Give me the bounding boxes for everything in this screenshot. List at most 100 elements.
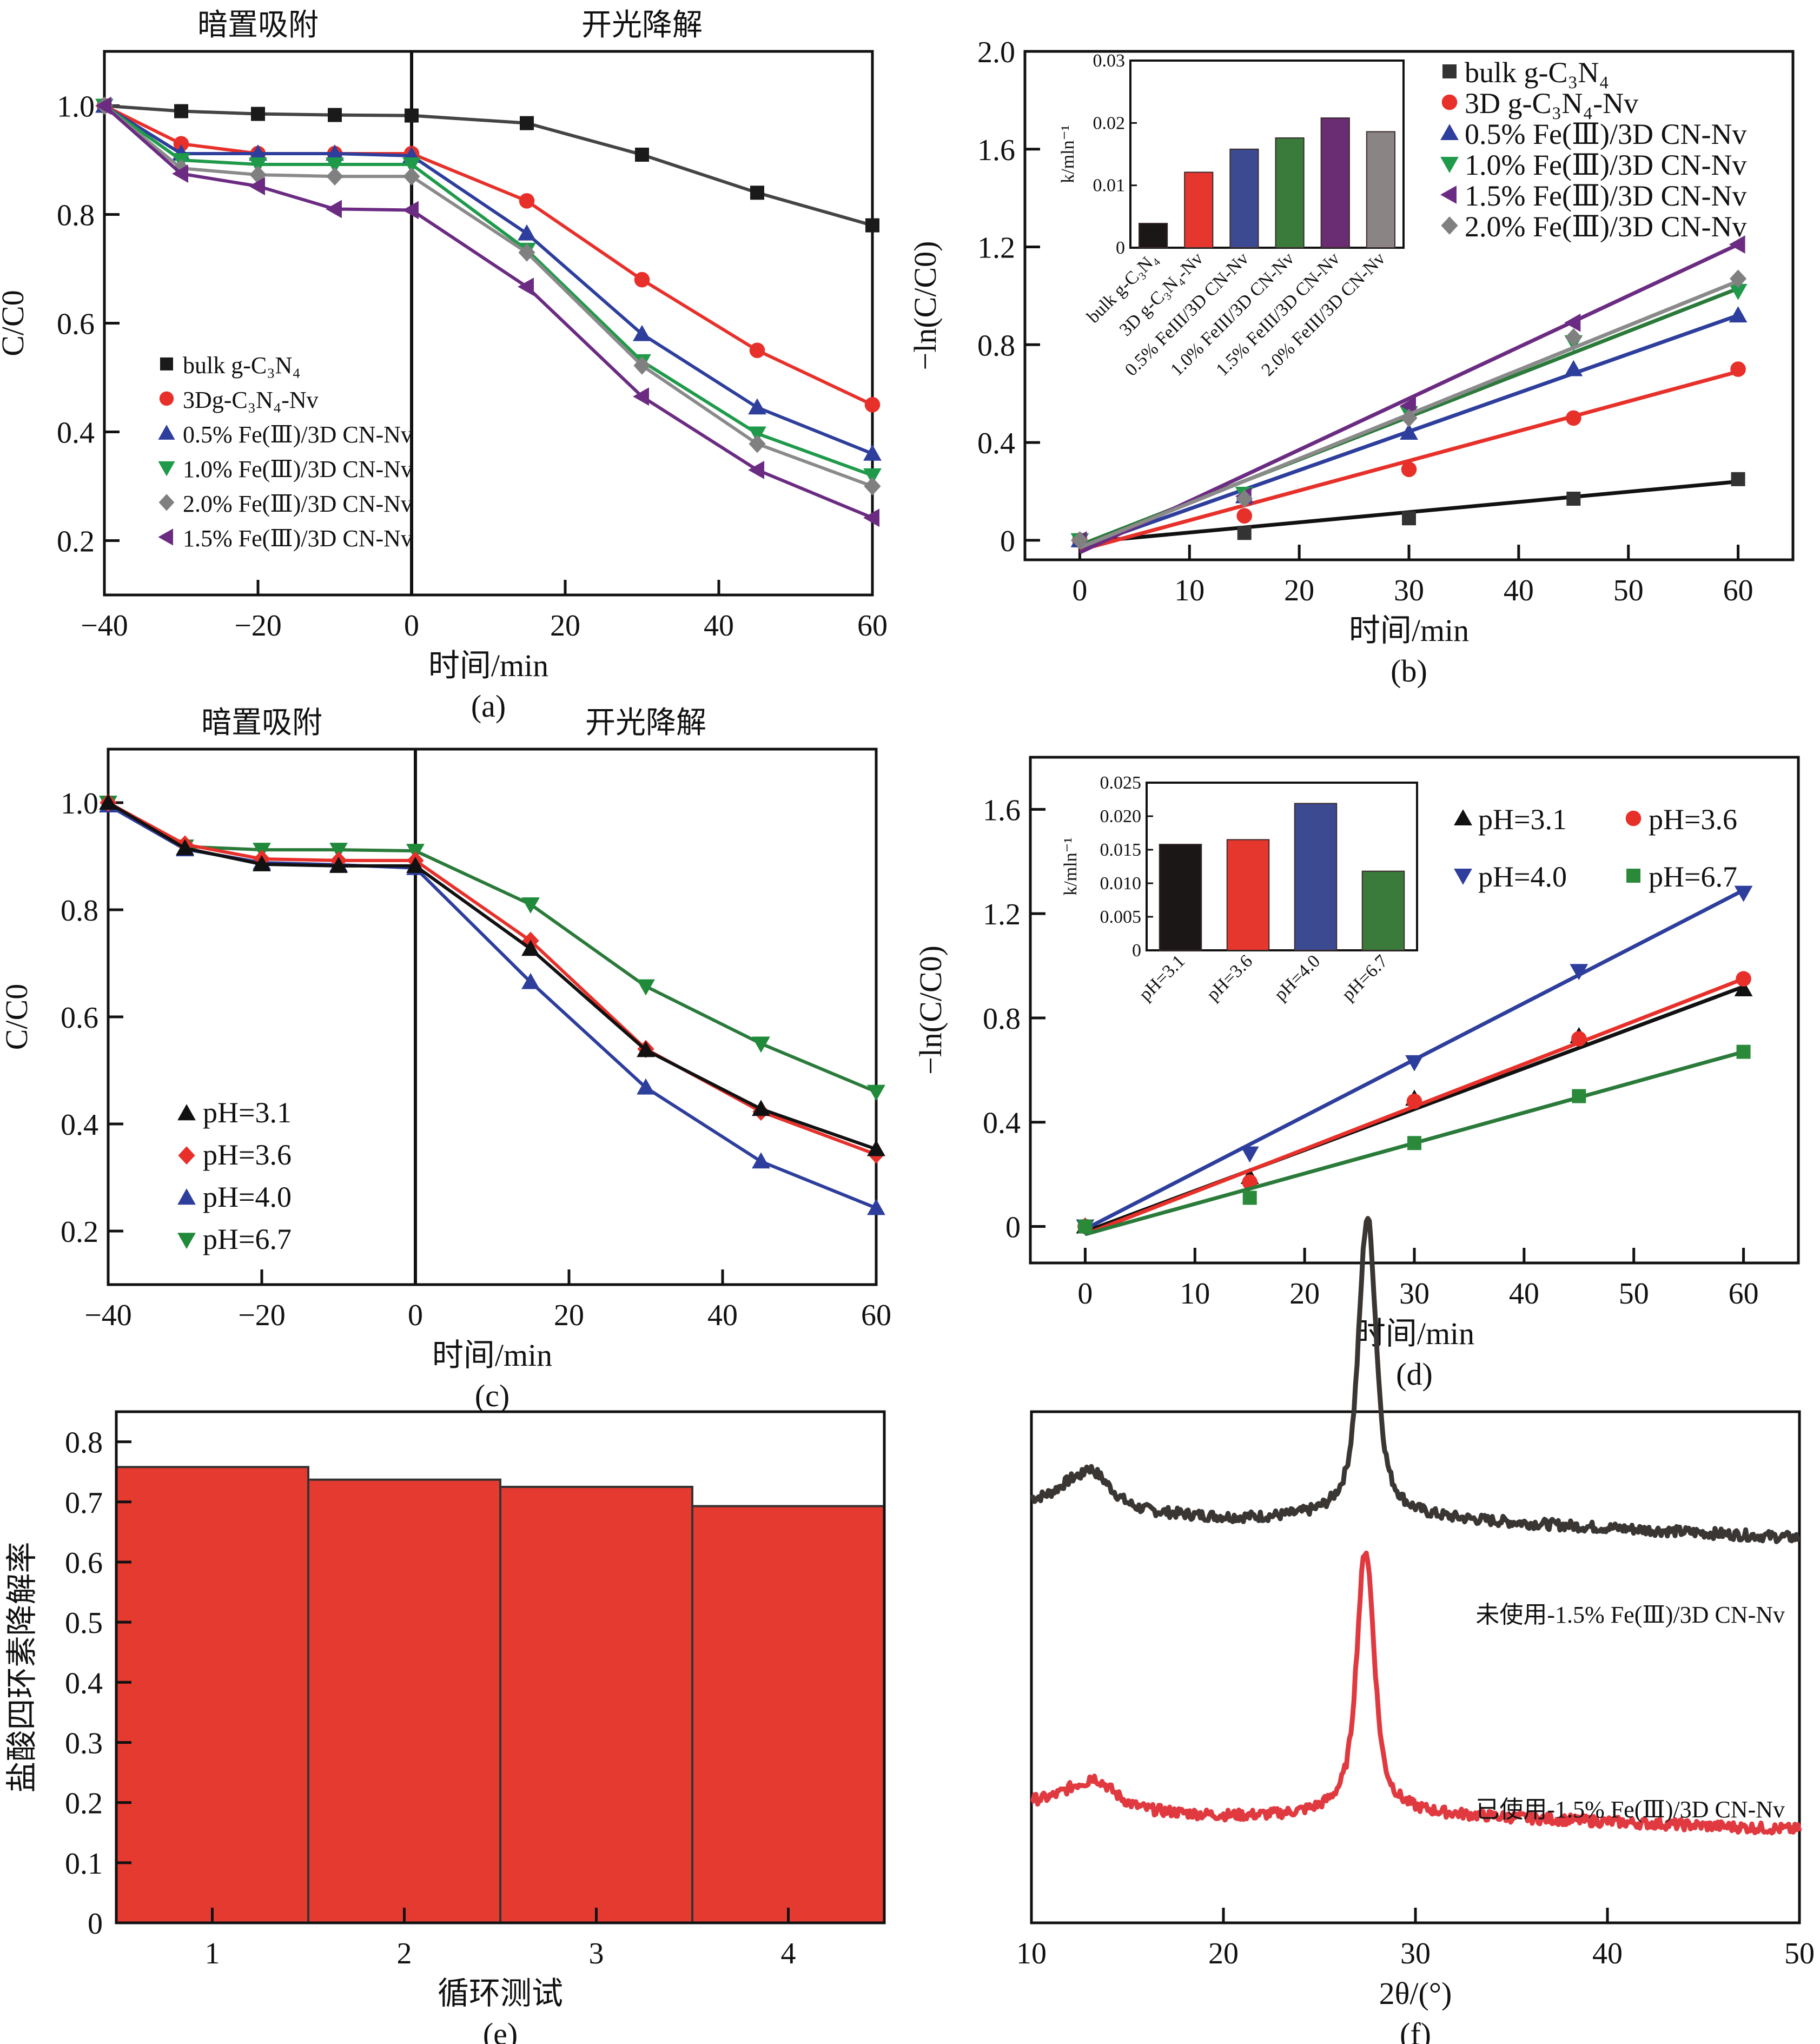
- series-ph-3-6: [1077, 971, 1751, 1236]
- legend-marker: [1442, 64, 1457, 78]
- trace-label: 已使用-1.5% Fe(Ⅲ)/3D CN-Nv: [1475, 1796, 1785, 1823]
- data-point: [1736, 1044, 1751, 1059]
- x-tick-label: 60: [861, 1299, 891, 1332]
- x-axis-label: 时间/min: [1354, 1316, 1474, 1351]
- data-point: [173, 136, 189, 152]
- data-point: [326, 157, 344, 174]
- y-axis-label: 盐酸四环素降解率: [4, 1542, 39, 1792]
- x-tick-label: 0: [1077, 1277, 1093, 1311]
- data-point: [1405, 1055, 1424, 1071]
- x-tick-label: 20: [550, 609, 580, 643]
- legend-label: pH=3.1: [203, 1096, 292, 1129]
- y-tick-label: 0.8: [61, 894, 98, 928]
- x-tick-label: 40: [707, 1299, 738, 1332]
- legend-label: pH=4.0: [203, 1181, 292, 1213]
- xrd-line: [1030, 1216, 1801, 1544]
- x-tick-label: 40: [1504, 574, 1534, 607]
- series-1-5-fe-iii-3d-cn-nv: [95, 96, 879, 527]
- inset-bar: [1275, 137, 1305, 248]
- legend-label: pH=6.7: [203, 1223, 292, 1255]
- inset-y-tick-label: 0.03: [1093, 51, 1126, 71]
- y-axis-label: C/C0: [0, 984, 34, 1050]
- data-point: [752, 1036, 770, 1053]
- legend-marker: [1454, 809, 1472, 825]
- data-point: [863, 444, 882, 461]
- data-point: [867, 1084, 885, 1101]
- x-tick-label: 50: [1619, 1277, 1649, 1311]
- panel-label: (e): [483, 2016, 518, 2044]
- phase-label-dark-adsorption: 暗置吸附: [201, 706, 322, 740]
- x-tick-label: 0: [408, 1299, 423, 1332]
- data-point: [1401, 461, 1417, 478]
- series-2-0-fe-iii-3d-cn-nv: [96, 96, 881, 495]
- x-axis-label: 时间/min: [432, 1338, 552, 1373]
- y-tick-label: 1.2: [977, 231, 1015, 265]
- data-point: [1729, 306, 1748, 323]
- legend: pH=3.1 pH=3.6 pH=4.0 pH=6.7: [177, 1096, 292, 1255]
- series-ph-6-7: [1078, 1044, 1751, 1236]
- x-tick-label: 30: [1399, 1277, 1429, 1311]
- data-point: [1564, 313, 1581, 332]
- panel-b: 0 10 20 30 40 50 60 0 0.4 0.8 1.2 1.6 2.0 时间/min (b) −l…: [908, 36, 1795, 689]
- data-point: [329, 843, 348, 859]
- inset-bar: [1226, 839, 1270, 951]
- data-point: [748, 460, 764, 479]
- series-ph-3-1: [99, 793, 885, 1156]
- panel-label: (c): [475, 1378, 509, 1413]
- data-point: [633, 356, 651, 375]
- data-point: [99, 793, 117, 810]
- data-point: [637, 979, 655, 996]
- legend-marker: [160, 357, 173, 371]
- data-point: [249, 157, 267, 174]
- data-point: [519, 193, 535, 209]
- data-point: [748, 398, 766, 415]
- inset-y-tick-label: 0.005: [1100, 907, 1142, 927]
- data-point: [253, 855, 271, 871]
- series-line: [103, 104, 873, 477]
- inset-y-axis-label: k/mln⁻¹: [1058, 125, 1078, 183]
- data-point: [1402, 511, 1416, 526]
- data-point: [1242, 1190, 1257, 1205]
- legend-label: pH=3.6: [1649, 803, 1737, 836]
- y-tick-label: 1.0: [61, 787, 98, 821]
- data-point: [867, 1199, 885, 1215]
- data-point: [521, 897, 540, 914]
- bar: [499, 1485, 693, 1924]
- data-point: [1406, 1093, 1422, 1109]
- data-point: [864, 396, 881, 413]
- data-point: [521, 940, 540, 956]
- xrd-trace-used: 已使用-1.5% Fe(Ⅲ)/3D CN-Nv: [1030, 1550, 1802, 1836]
- data-point: [1400, 424, 1418, 440]
- data-point: [1565, 328, 1582, 347]
- y-tick-label: 0: [1005, 1211, 1021, 1245]
- x-tick-label: 10: [1174, 574, 1204, 607]
- legend-label: 0.5% Fe(Ⅲ)/3D CN-Nv: [183, 421, 413, 448]
- data-point: [867, 1140, 885, 1156]
- legend-marker: [1454, 869, 1472, 885]
- phase-label-light-degradation: 开光降解: [585, 706, 706, 740]
- x-tick-label: 10: [1180, 1277, 1210, 1311]
- legend-label: 1.0% Fe(Ⅲ)/3D CN-Nv: [183, 456, 413, 482]
- data-point: [637, 1041, 655, 1057]
- x-axis-label: 循环测试: [438, 1976, 563, 2011]
- data-point: [402, 157, 421, 174]
- legend-marker: [1441, 216, 1458, 235]
- y-tick-label: 0.8: [65, 1426, 103, 1460]
- data-point: [521, 973, 540, 989]
- legend-label: pH=3.1: [1478, 803, 1567, 836]
- x-tick-label: 30: [1394, 574, 1424, 607]
- legend: pH=3.1 pH=3.6 pH=4.0 pH=6.7: [1454, 803, 1737, 893]
- x-tick-label: 0: [404, 609, 419, 643]
- legend-label: 1.0% Fe(Ⅲ)/3D CN-Nv: [1465, 149, 1747, 181]
- y-tick-label: 0.2: [65, 1787, 103, 1821]
- inset-bar: [1361, 870, 1405, 951]
- inset-y-tick-label: 0.02: [1093, 113, 1126, 133]
- x-tick-label: −40: [81, 609, 128, 643]
- bar: [115, 1466, 309, 1924]
- legend-marker: [177, 1104, 196, 1121]
- inset-y-tick-label: 0.025: [1100, 773, 1142, 793]
- panel-label: (d): [1396, 1357, 1433, 1392]
- series-ph-6-7: [99, 796, 885, 1101]
- legend-marker: [1440, 124, 1459, 140]
